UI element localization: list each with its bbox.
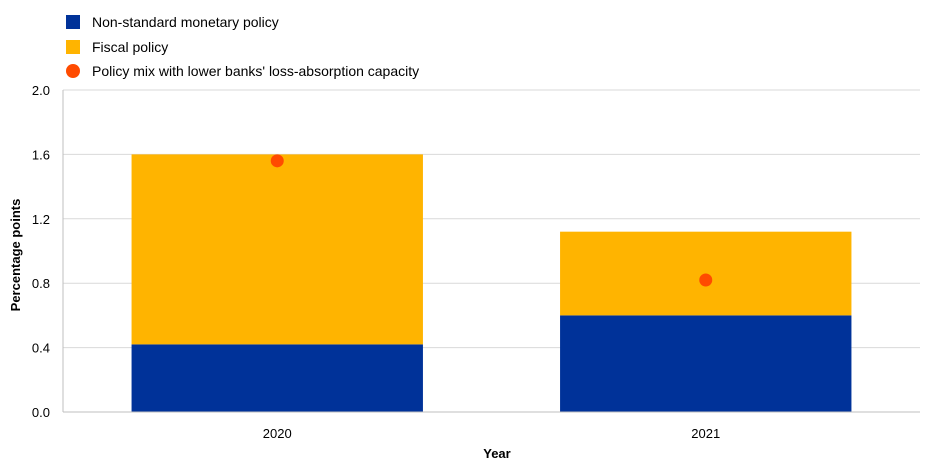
y-tick-label: 1.2: [32, 212, 50, 227]
bar-fiscal-2020: [131, 154, 423, 345]
x-tick-labels: 2020 2021: [263, 426, 720, 441]
legend-label-fiscal: Fiscal policy: [92, 39, 168, 55]
bars: [131, 154, 852, 412]
y-tick-labels: 0.0 0.4 0.8 1.2 1.6 2.0: [32, 83, 50, 420]
y-tick-label: 0.4: [32, 341, 50, 356]
x-tick-label: 2020: [263, 426, 292, 441]
legend: Non-standard monetary policy Fiscal poli…: [66, 14, 419, 79]
y-tick-label: 2.0: [32, 83, 50, 98]
x-tick-label: 2021: [691, 426, 720, 441]
axes: [62, 90, 920, 413]
legend-marker-policy-mix: [66, 64, 80, 78]
legend-label-policy-mix: Policy mix with lower banks' loss-absorp…: [92, 63, 419, 79]
bar-monetary-2021: [560, 315, 852, 412]
point-policy-mix-2020: [270, 154, 284, 168]
y-tick-label: 0.8: [32, 276, 50, 291]
y-tick-label: 0.0: [32, 405, 50, 420]
y-axis-title: Percentage points: [8, 199, 23, 312]
point-policy-mix-2021: [699, 273, 713, 287]
legend-swatch-monetary: [66, 15, 80, 29]
y-tick-label: 1.6: [32, 147, 50, 162]
legend-label-monetary: Non-standard monetary policy: [92, 14, 279, 30]
legend-swatch-fiscal: [66, 40, 80, 54]
bar-monetary-2020: [131, 344, 423, 412]
x-axis-title: Year: [483, 446, 510, 461]
points: [270, 154, 713, 287]
